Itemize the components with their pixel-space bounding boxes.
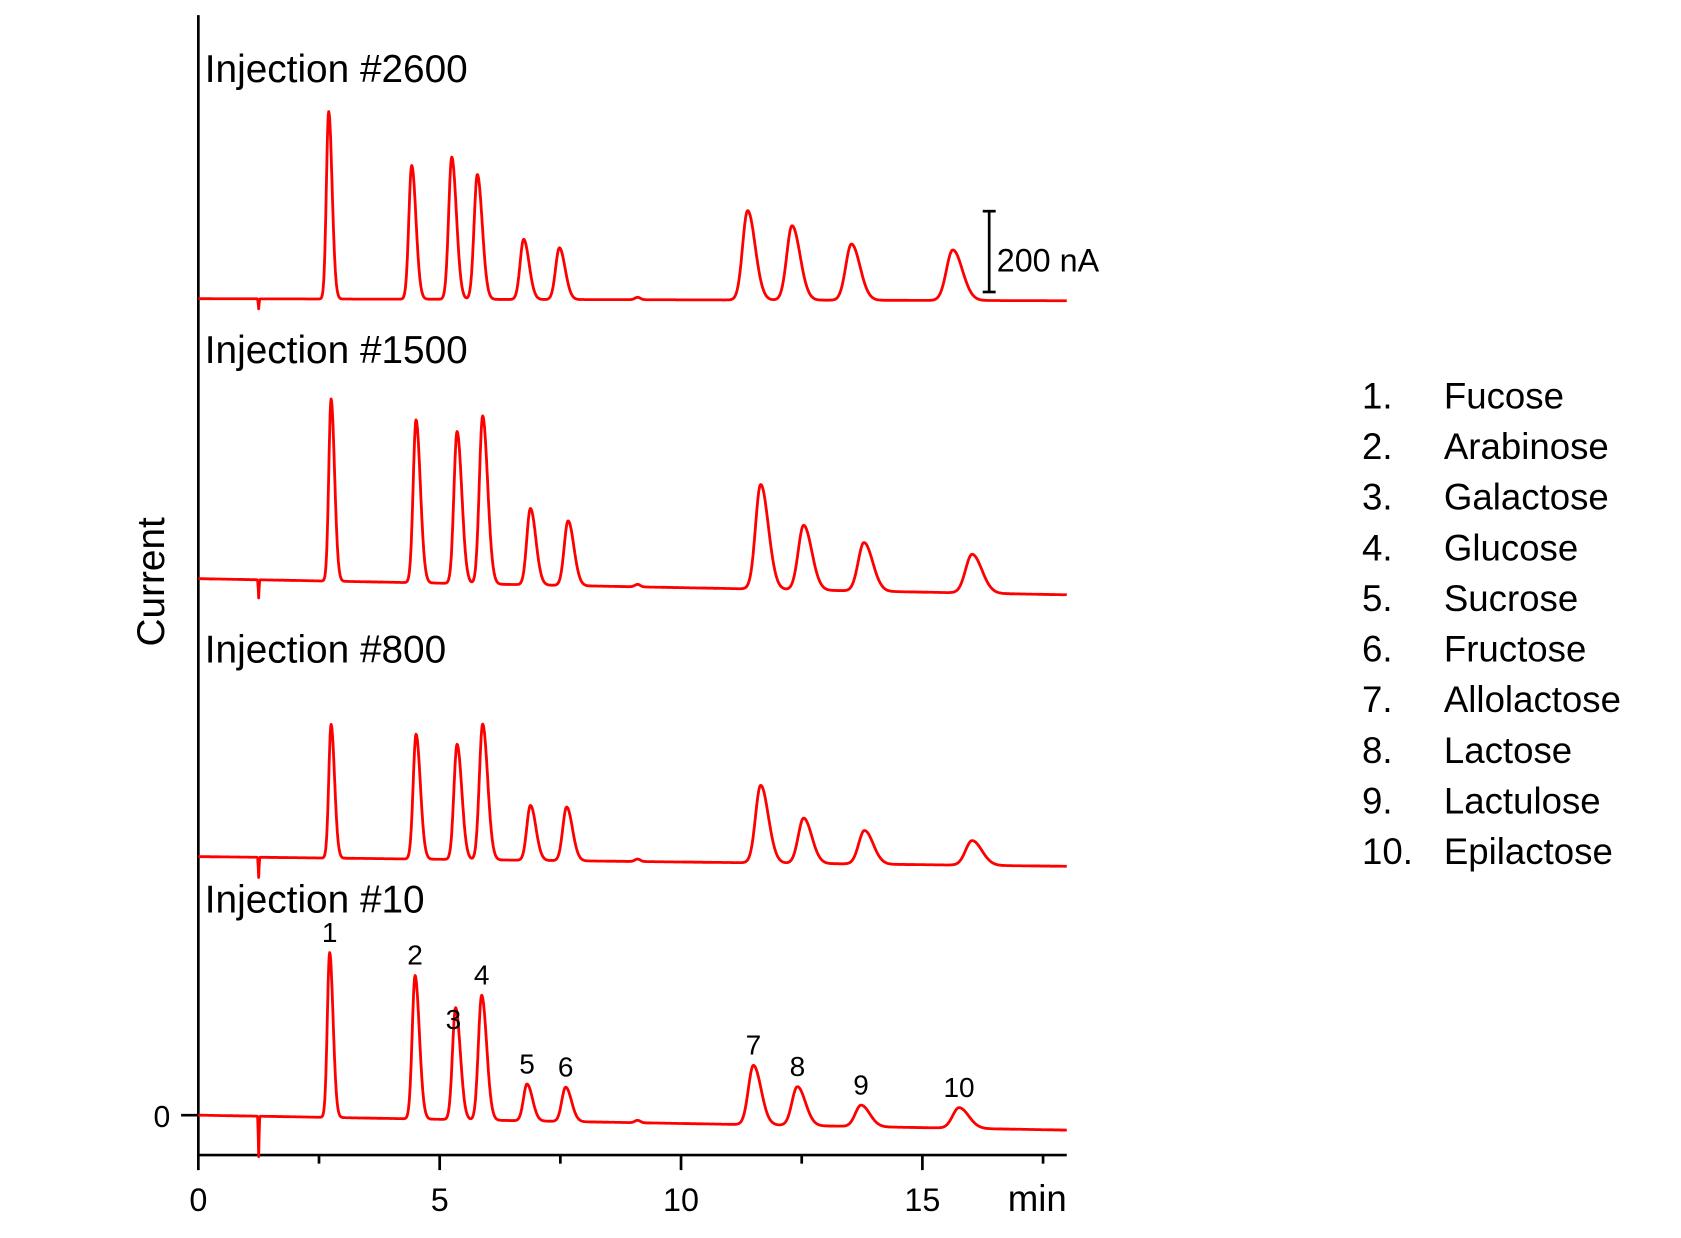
trace-title: Injection #10 (205, 879, 425, 922)
legend-compound: Lactulose (1444, 780, 1601, 821)
legend-compound: Lactose (1444, 730, 1572, 771)
trace-injection-800 (197, 722, 1068, 879)
legend-number: 9. (1362, 780, 1393, 821)
legend-compound: Sucrose (1444, 578, 1578, 619)
legend-number: 10. (1362, 831, 1413, 872)
peak-label: 4 (474, 959, 490, 990)
peak-label: 6 (558, 1051, 574, 1082)
peak-label: 2 (407, 940, 423, 971)
legend-compound: Epilactose (1444, 831, 1613, 872)
trace-title: Injection #800 (205, 629, 446, 672)
trace-injection-10 (197, 951, 1068, 1159)
peak-label: 1 (322, 917, 338, 948)
x-tick-label: 0 (189, 1182, 207, 1218)
x-axis-label: min (1008, 1178, 1067, 1219)
trace-title: Injection #2600 (205, 48, 468, 91)
legend-compound: Galactose (1444, 477, 1609, 518)
legend-number: 8. (1362, 730, 1393, 771)
x-tick-label: 10 (663, 1182, 699, 1218)
legend-number: 2. (1362, 426, 1393, 467)
y-zero-label: 0 (154, 1101, 171, 1134)
peak-label: 8 (790, 1051, 806, 1082)
legend-number: 3. (1362, 477, 1393, 518)
legend-compound: Glucose (1444, 527, 1578, 568)
peak-label: 7 (746, 1030, 762, 1061)
legend-compound: Fucose (1444, 375, 1564, 416)
scale-bar-label: 200 nA (997, 243, 1100, 279)
legend-compound: Arabinose (1444, 426, 1609, 467)
y-axis-label: Current (130, 517, 173, 646)
peak-label: 3 (446, 1004, 462, 1035)
peak-label: 10 (943, 1072, 974, 1103)
legend-compound: Allolactose (1444, 679, 1621, 720)
scale-bar: 200 nA (982, 209, 1100, 294)
legend-number: 1. (1362, 375, 1393, 416)
legend-compound: Fructose (1444, 629, 1586, 670)
peak-label: 5 (519, 1048, 535, 1079)
legend-number: 6. (1362, 629, 1393, 670)
legend-number: 4. (1362, 527, 1393, 568)
legend-number: 5. (1362, 578, 1393, 619)
trace-injection-1500 (197, 397, 1068, 600)
x-tick-label: 5 (431, 1182, 449, 1218)
peak-label: 9 (853, 1069, 869, 1100)
legend-number: 7. (1362, 679, 1393, 720)
trace-title: Injection #1500 (205, 329, 468, 372)
x-tick-label: 15 (904, 1182, 940, 1218)
trace-injection-2600 (197, 110, 1068, 311)
